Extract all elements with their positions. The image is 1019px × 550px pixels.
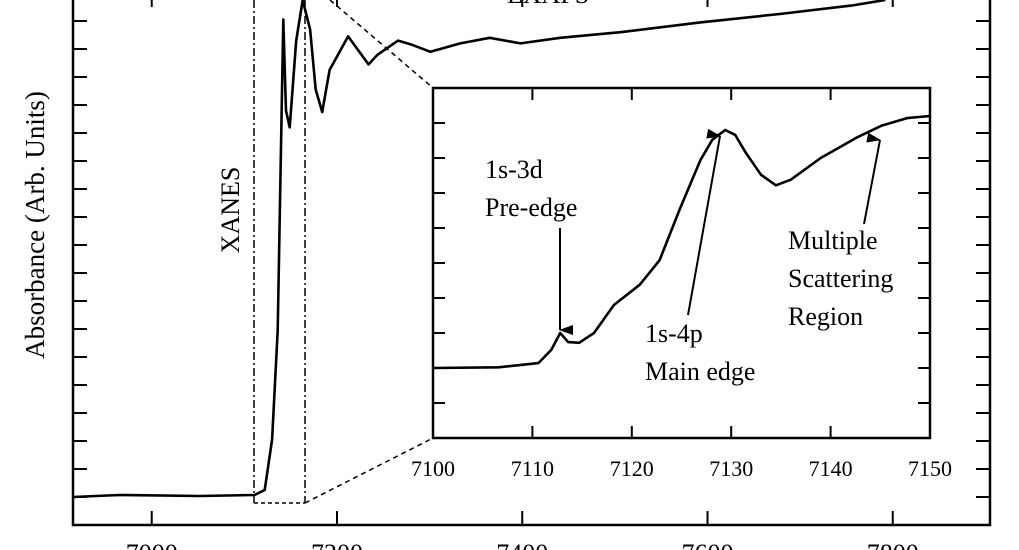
plot-frame [431, 86, 932, 440]
annotation: Scattering [788, 264, 893, 293]
x-tick-label: 7140 [809, 456, 853, 481]
x-tick-label: 7800 [867, 539, 919, 550]
x-tick-label: 7000 [126, 539, 178, 550]
x-tick-label: 7600 [681, 539, 733, 550]
annotation: Main edge [645, 357, 755, 386]
zoom-line [329, 0, 434, 89]
absorption-curve [73, 0, 886, 499]
x-tick-label: 7110 [511, 456, 554, 481]
annotation: Region [788, 302, 863, 331]
annotation: 1s-3d [485, 155, 543, 184]
x-tick-label: 7130 [709, 456, 753, 481]
x-tick-label: 7200 [311, 539, 363, 550]
annotation: EXAFS [507, 0, 589, 9]
x-tick-label: 7100 [411, 456, 455, 481]
arrow [863, 132, 881, 225]
annotation: Pre-edge [485, 193, 577, 222]
x-tick-label: 7150 [908, 456, 952, 481]
y-axis-label: Absorbance (Arb. Units) [20, 91, 50, 359]
annotation: XANES [216, 167, 245, 254]
arrow [687, 128, 721, 316]
annotation: 1s-4p [645, 319, 703, 348]
zoom-line [304, 437, 434, 504]
xanes-box [253, 0, 434, 504]
annotation: Multiple [788, 226, 878, 255]
x-tick-label: 7120 [610, 456, 654, 481]
x-tick-label: 7400 [496, 539, 548, 550]
inset-chart: 7100 7110 7120 7130 7140 7150 1s-3d Pre-edge 1s-… [411, 86, 952, 481]
